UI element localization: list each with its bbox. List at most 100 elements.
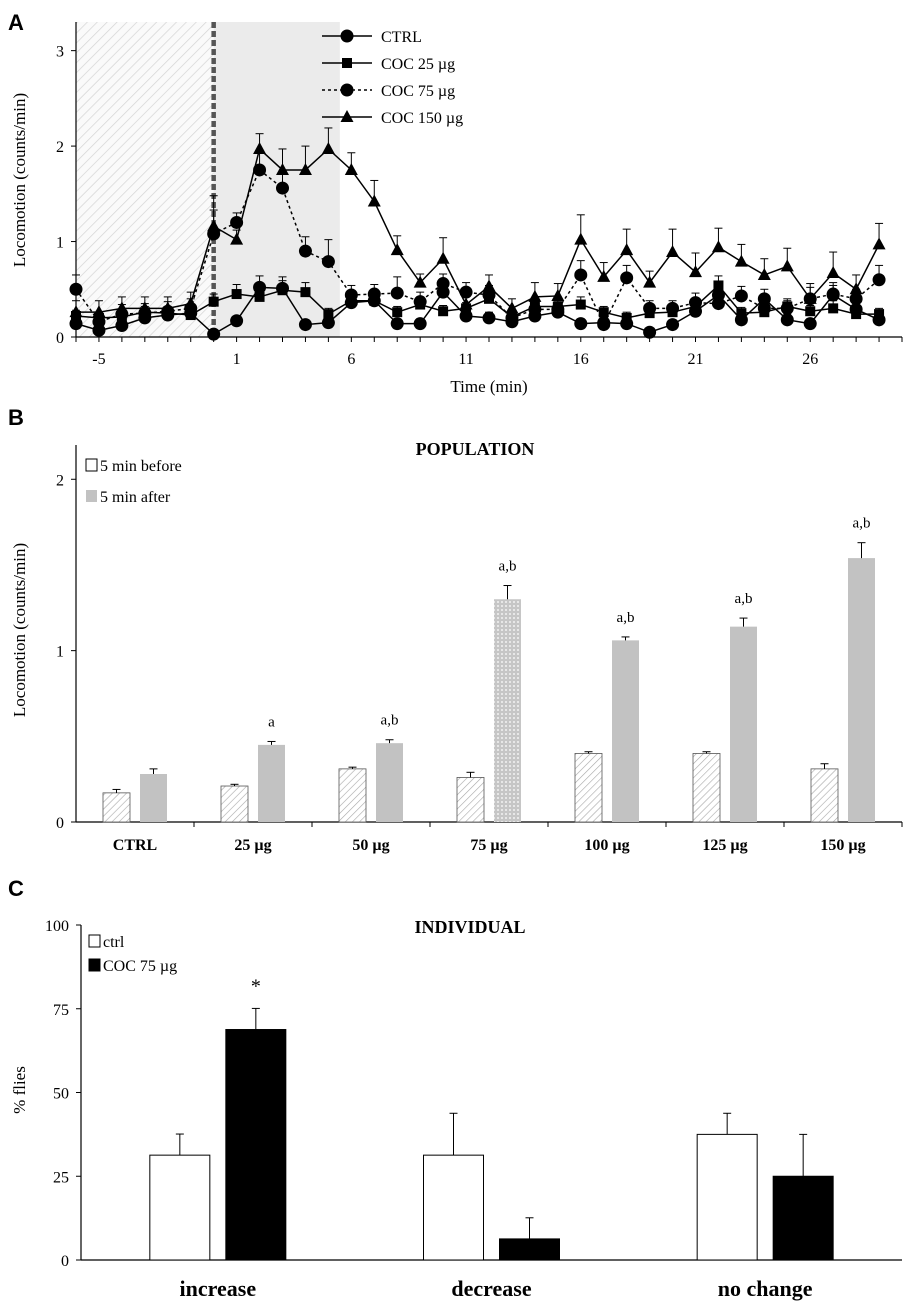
x-tick-label: 1	[233, 351, 241, 368]
x-tick-label: increase	[180, 1276, 257, 1301]
panel-label-a: A	[8, 10, 24, 35]
data-point	[643, 275, 657, 288]
data-point	[551, 302, 565, 316]
data-point	[574, 268, 588, 282]
data-point	[323, 309, 334, 320]
chart-title: POPULATION	[416, 439, 535, 459]
legend-label: 5 min after	[100, 489, 171, 506]
data-point	[367, 287, 381, 301]
data-point	[230, 232, 244, 245]
x-tick-label: CTRL	[113, 837, 157, 854]
legend-label: 5 min before	[100, 458, 182, 475]
data-point	[874, 309, 885, 320]
data-point	[482, 311, 496, 325]
data-point	[253, 163, 267, 177]
bars-group: CTRL 25 µg a 50 µg a,b 75 µg a,b 100 µg a,b 125 µ…	[102, 516, 903, 854]
y-tick-label: 100	[45, 918, 69, 935]
bar	[499, 1238, 560, 1261]
data-point	[872, 273, 886, 287]
y-tick-label: 1	[56, 235, 64, 252]
x-tick-label: -5	[92, 351, 105, 368]
data-point	[575, 299, 586, 310]
y-tick-label: 1	[56, 644, 64, 661]
data-point	[826, 266, 840, 279]
data-point	[689, 265, 702, 278]
data-point	[551, 288, 565, 301]
data-point	[321, 316, 335, 330]
legend-marker	[340, 83, 354, 97]
data-point	[115, 301, 129, 314]
data-point	[689, 296, 702, 310]
significance-label: a,b	[499, 559, 517, 575]
panel-c: C INDIVIDUAL 0 25 50 75 100 % flies increase…	[8, 876, 902, 1301]
legend-marker	[340, 110, 354, 122]
series-group	[69, 127, 886, 341]
panel-b: B POPULATION 0 1 2 Locomotion (counts/min)…	[8, 405, 903, 854]
data-point	[436, 277, 450, 291]
bar	[456, 777, 485, 823]
shaded-region-hatched	[76, 22, 214, 337]
x-tick-label: decrease	[451, 1276, 531, 1301]
data-point	[528, 302, 542, 316]
data-point	[138, 301, 152, 314]
data-point	[390, 317, 404, 331]
data-point	[757, 301, 771, 315]
data-point	[780, 259, 794, 272]
y-axis-label: Locomotion (counts/min)	[10, 543, 29, 717]
y-tick-label: 50	[53, 1086, 69, 1103]
legend-swatch	[88, 958, 101, 972]
x-tick-label: 6	[347, 351, 355, 368]
data-point	[161, 301, 175, 314]
data-point	[849, 282, 863, 295]
x-tick-label: 150 µg	[820, 837, 865, 854]
data-point	[321, 141, 335, 154]
y-tick-label: 25	[53, 1169, 69, 1186]
x-tick-label: 100 µg	[584, 837, 629, 854]
bar	[696, 1133, 758, 1261]
data-point	[277, 285, 288, 296]
shaded-regions	[76, 22, 340, 337]
x-tick-label: 21	[688, 351, 704, 368]
data-point	[92, 315, 106, 329]
significance-label: a,b	[617, 610, 635, 626]
data-point	[621, 312, 632, 323]
data-point	[300, 287, 311, 298]
y-axis-label: Locomotion (counts/min)	[10, 93, 29, 267]
data-point	[828, 303, 839, 314]
x-tick-label: 26	[802, 351, 818, 368]
data-point	[597, 269, 611, 282]
x-tick-label: no change	[718, 1276, 813, 1301]
x-tick-label: 125 µg	[702, 837, 747, 854]
bar	[772, 1175, 834, 1261]
data-point	[231, 289, 242, 300]
data-point	[92, 305, 106, 318]
chart-title: INDIVIDUAL	[414, 917, 525, 937]
data-point	[254, 291, 265, 302]
data-point	[598, 307, 609, 318]
bar	[225, 1029, 287, 1261]
legend: 5 min before 5 min after	[85, 458, 182, 506]
data-point	[872, 237, 886, 250]
bar	[376, 743, 403, 822]
data-point	[574, 232, 588, 245]
x-tick-label: 50 µg	[352, 837, 389, 854]
data-point	[390, 243, 404, 256]
legend: ctrl COC 75 µg	[88, 934, 177, 975]
x-axis-label: Time (min)	[450, 377, 527, 396]
legend-label: COC 75 µg	[103, 958, 177, 975]
data-point	[505, 301, 519, 314]
data-point	[803, 291, 817, 304]
legend-label: COC 25 µg	[381, 56, 455, 73]
data-point	[780, 301, 794, 315]
legend-label: COC 75 µg	[381, 83, 455, 100]
bars-group: increase * decrease no change	[149, 975, 834, 1301]
bar	[848, 558, 875, 822]
significance-label: a,b	[381, 713, 399, 729]
x-tick-label: 16	[573, 351, 589, 368]
data-point	[736, 308, 747, 319]
bar	[338, 768, 367, 823]
data-point	[413, 295, 427, 309]
data-point	[413, 275, 427, 288]
data-point	[208, 296, 219, 307]
